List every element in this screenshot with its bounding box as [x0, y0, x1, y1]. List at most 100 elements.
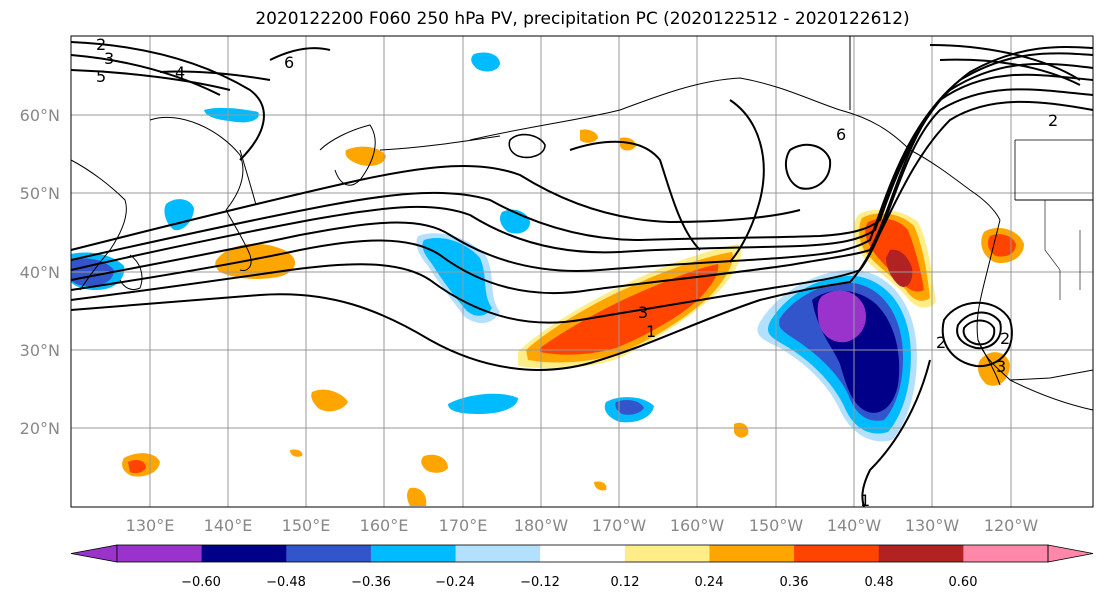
lon-label: 170°W — [592, 516, 647, 535]
contour-top-right-2 — [939, 58, 1081, 86]
contour-7 — [70, 164, 801, 251]
colorbar-ticks: −0.60 −0.48 −0.36 −0.24 −0.12 0.12 0.24 … — [181, 575, 977, 590]
colorbar-segment — [878, 545, 964, 562]
contour-left-2 — [70, 54, 221, 96]
pos-small-8 — [734, 422, 749, 438]
colorbar-segment — [286, 545, 372, 562]
colorbar-segment — [117, 545, 203, 562]
precip-shading — [71, 52, 1024, 506]
pos-small-1 — [345, 146, 386, 166]
gridlines — [71, 36, 1093, 507]
pos-small-2 — [311, 389, 348, 412]
neg-small-4 — [471, 52, 500, 72]
coastlines — [70, 36, 1094, 411]
lon-label: 160°E — [360, 516, 409, 535]
colorbar-tick-label: 0.36 — [780, 575, 809, 590]
lon-label: 160°W — [670, 516, 725, 535]
contour-label: 2 — [1000, 329, 1010, 348]
pos-band-red — [540, 264, 719, 355]
contour-left-3 — [70, 69, 231, 91]
coast-kamchatka — [319, 124, 376, 186]
lat-label: 30°N — [20, 341, 60, 360]
lon-label: 170°E — [439, 516, 488, 535]
contour-label: 4 — [175, 63, 185, 82]
contour-labels: 2 3 5 4 6 2 6 3 1 2 1 2 3 — [96, 35, 1058, 510]
colorbar-segment — [963, 545, 1049, 562]
coast-korea — [119, 254, 143, 291]
lon-label: 130°W — [905, 516, 960, 535]
border-states — [1044, 200, 1081, 300]
colorbar — [70, 544, 1094, 563]
contour-label: 1 — [860, 491, 870, 510]
contour-label: 6 — [836, 125, 846, 144]
colorbar-tick-label: 0.48 — [865, 575, 894, 590]
colorbar-frame — [116, 544, 1049, 563]
coast-japan — [225, 209, 252, 271]
lon-label: 140°W — [827, 516, 882, 535]
border-bc-alberta — [1014, 139, 1093, 200]
contour-label: 1 — [646, 322, 656, 341]
contour-left-1 — [70, 41, 265, 161]
colorbar-segment — [709, 545, 795, 562]
figure-title: 2020122200 F060 250 hPa PV, precipitatio… — [255, 9, 910, 29]
lat-labels: 60°N 50°N 40°N 30°N 20°N — [20, 106, 60, 438]
neg-pac-mid-cyan — [422, 238, 492, 316]
pos-small-6 — [580, 129, 598, 143]
contour-label: 2 — [936, 333, 946, 352]
pos-small-4 — [421, 454, 448, 473]
contour-top-right-1 — [929, 44, 1081, 81]
contour-left-4 — [159, 70, 271, 81]
lon-labels: 130°E 140°E 150°E 160°E 170°E 180°W 170°… — [126, 516, 1039, 535]
pos-small-10 — [594, 481, 607, 491]
coast-bc — [909, 149, 1001, 221]
neg-south-2b — [615, 400, 644, 415]
colorbar-tick-label: 0.12 — [611, 575, 640, 590]
contour-6 — [70, 45, 1094, 261]
lat-label: 50°N — [20, 184, 60, 203]
contour-label: 2 — [96, 35, 106, 54]
contour-ring-2 — [784, 143, 832, 190]
contour-cutoff-1 — [956, 311, 1002, 350]
contour-2 — [70, 88, 1094, 324]
pos-small-3r — [128, 460, 146, 474]
colorbar-segment — [370, 545, 457, 562]
contour-ring-1 — [508, 133, 546, 159]
pos-japan — [215, 243, 296, 279]
contour-label: 5 — [96, 67, 106, 86]
contour-alaska-loop — [569, 140, 701, 251]
pos-coast-darkred — [886, 249, 913, 287]
coast-sakhalin — [239, 149, 257, 206]
colorbar-segment — [794, 545, 880, 562]
colorbar-arrow-left — [70, 544, 118, 563]
pos-small-7 — [620, 137, 636, 151]
contour-label: 3 — [638, 303, 648, 322]
colorbar-tick-label: −0.48 — [266, 575, 306, 590]
contour-1 — [70, 100, 1094, 371]
colorbar-tick-label: −0.36 — [351, 575, 391, 590]
lon-label: 140°E — [204, 516, 253, 535]
colorbar-arrow-right — [1047, 544, 1094, 563]
lon-label: 150°W — [749, 516, 804, 535]
lon-label: 130°E — [126, 516, 175, 535]
lon-label: 180°W — [514, 516, 569, 535]
lat-label: 20°N — [20, 419, 60, 438]
lat-label: 60°N — [20, 106, 60, 125]
border-us-mex — [1009, 369, 1094, 381]
contour-cutoff-4 — [861, 359, 931, 508]
lat-label: 40°N — [20, 263, 60, 282]
lon-label: 150°E — [282, 516, 331, 535]
colorbar-segment — [201, 545, 287, 562]
pos-small-5 — [407, 487, 427, 506]
colorbar-tick-label: 0.60 — [949, 575, 978, 590]
map-frame — [70, 35, 1094, 508]
colorbar-segment — [455, 545, 541, 562]
colorbar-tick-label: −0.12 — [520, 575, 560, 590]
coast-asia — [70, 159, 127, 291]
contour-left-5 — [269, 47, 331, 61]
colorbar-tick-label: 0.24 — [695, 575, 724, 590]
pv-contours — [70, 41, 1094, 508]
contour-label: 3 — [104, 49, 114, 68]
coast-aleutians — [379, 135, 501, 151]
contour-cutoff-2 — [962, 319, 996, 346]
